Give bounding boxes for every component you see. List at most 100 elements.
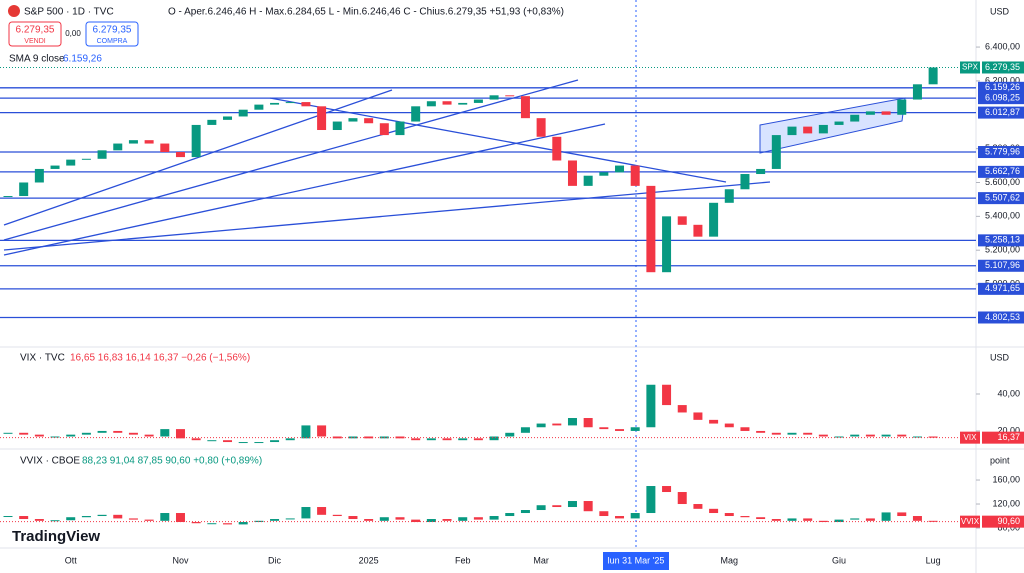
candle bbox=[630, 427, 640, 431]
candle bbox=[97, 430, 107, 433]
candle bbox=[505, 95, 515, 97]
candle bbox=[520, 510, 530, 514]
candle bbox=[912, 84, 922, 100]
candle bbox=[740, 516, 750, 518]
candle bbox=[897, 512, 907, 517]
candle bbox=[3, 196, 13, 198]
level-label: 5.507,62 bbox=[985, 193, 1020, 203]
candle bbox=[254, 104, 264, 110]
candle bbox=[881, 434, 891, 437]
candle bbox=[834, 121, 844, 125]
candle bbox=[662, 216, 672, 273]
candle bbox=[285, 438, 295, 441]
candle bbox=[818, 520, 828, 523]
y-tick-label: 120,00 bbox=[992, 498, 1020, 508]
candle bbox=[395, 121, 405, 136]
candle bbox=[489, 436, 499, 441]
candle bbox=[317, 106, 327, 131]
vix-quote: 16,65 16,83 16,14 16,37 −0,26 (−1,56%) bbox=[70, 353, 250, 364]
candle bbox=[724, 513, 734, 517]
candle bbox=[677, 492, 687, 505]
buy-button[interactable] bbox=[85, 21, 139, 47]
candle bbox=[662, 384, 672, 406]
candle bbox=[458, 438, 468, 441]
candle bbox=[19, 182, 29, 197]
y-tick-label: 20,00 bbox=[997, 425, 1020, 435]
last-price-box bbox=[982, 61, 1024, 74]
candle bbox=[81, 516, 91, 518]
spread: 0,00 bbox=[65, 29, 81, 38]
candle bbox=[646, 384, 656, 428]
level-box bbox=[978, 165, 1024, 178]
candle bbox=[379, 517, 389, 521]
x-tick-label: Giu bbox=[832, 555, 846, 565]
level-label: 5.779,96 bbox=[985, 146, 1020, 156]
x-tick-label: 2025 bbox=[359, 555, 379, 565]
candle bbox=[552, 505, 562, 508]
candle bbox=[332, 436, 342, 439]
candle bbox=[128, 432, 138, 435]
candle bbox=[191, 522, 201, 524]
sma-label: SMA 9 close bbox=[9, 54, 65, 65]
candle bbox=[489, 95, 499, 100]
sell-label: VENDI bbox=[24, 38, 45, 45]
candle bbox=[442, 519, 452, 521]
candle bbox=[379, 123, 389, 136]
candle bbox=[771, 135, 781, 169]
candle bbox=[66, 517, 76, 521]
candle bbox=[3, 432, 13, 434]
candle bbox=[458, 517, 468, 521]
candle bbox=[50, 165, 60, 169]
y-tick-label: 5.200,00 bbox=[985, 245, 1020, 255]
candle bbox=[473, 517, 483, 520]
candle bbox=[599, 427, 609, 430]
candle bbox=[567, 160, 577, 186]
level-box bbox=[978, 106, 1024, 119]
cursor-date-box bbox=[603, 552, 669, 570]
candle bbox=[66, 159, 76, 166]
candle bbox=[81, 432, 91, 435]
candle bbox=[803, 518, 813, 521]
candle bbox=[426, 438, 436, 441]
y-tick-label: 6.400,00 bbox=[985, 41, 1020, 51]
level-box bbox=[978, 92, 1024, 105]
level-box bbox=[978, 234, 1024, 247]
candle bbox=[364, 118, 374, 124]
candle bbox=[144, 434, 154, 437]
candle bbox=[270, 519, 280, 521]
y-tick-label: 5.600,00 bbox=[985, 177, 1020, 187]
candle bbox=[207, 523, 217, 525]
candle bbox=[317, 507, 327, 515]
candle bbox=[693, 504, 703, 509]
candle bbox=[144, 519, 154, 521]
last-price-label: 90,60 bbox=[997, 516, 1020, 526]
candle bbox=[411, 519, 421, 523]
candle bbox=[317, 425, 327, 437]
candle bbox=[756, 430, 766, 433]
level-label: 5.258,13 bbox=[985, 235, 1020, 245]
candle bbox=[615, 429, 625, 431]
cursor-date: lun 31 Mar '25 bbox=[608, 555, 665, 565]
last-name: VVIX bbox=[961, 517, 980, 526]
candle bbox=[850, 114, 860, 122]
candle bbox=[207, 440, 217, 442]
y-tick-label: 5.400,00 bbox=[985, 211, 1020, 221]
candle bbox=[113, 514, 123, 519]
candle bbox=[50, 520, 60, 522]
trendlines bbox=[3, 79, 771, 256]
x-tick-label: Nov bbox=[172, 555, 189, 565]
sell-button[interactable] bbox=[8, 21, 62, 47]
level-label: 5.662,76 bbox=[985, 166, 1020, 176]
candle bbox=[693, 224, 703, 237]
candle bbox=[834, 519, 844, 523]
candle bbox=[630, 513, 640, 519]
candle bbox=[238, 109, 248, 117]
candle bbox=[818, 434, 828, 437]
candle bbox=[489, 516, 499, 520]
candle bbox=[223, 116, 233, 120]
candle bbox=[270, 102, 280, 105]
buy-price: 6.279,35 bbox=[93, 25, 132, 36]
candle bbox=[567, 418, 577, 426]
